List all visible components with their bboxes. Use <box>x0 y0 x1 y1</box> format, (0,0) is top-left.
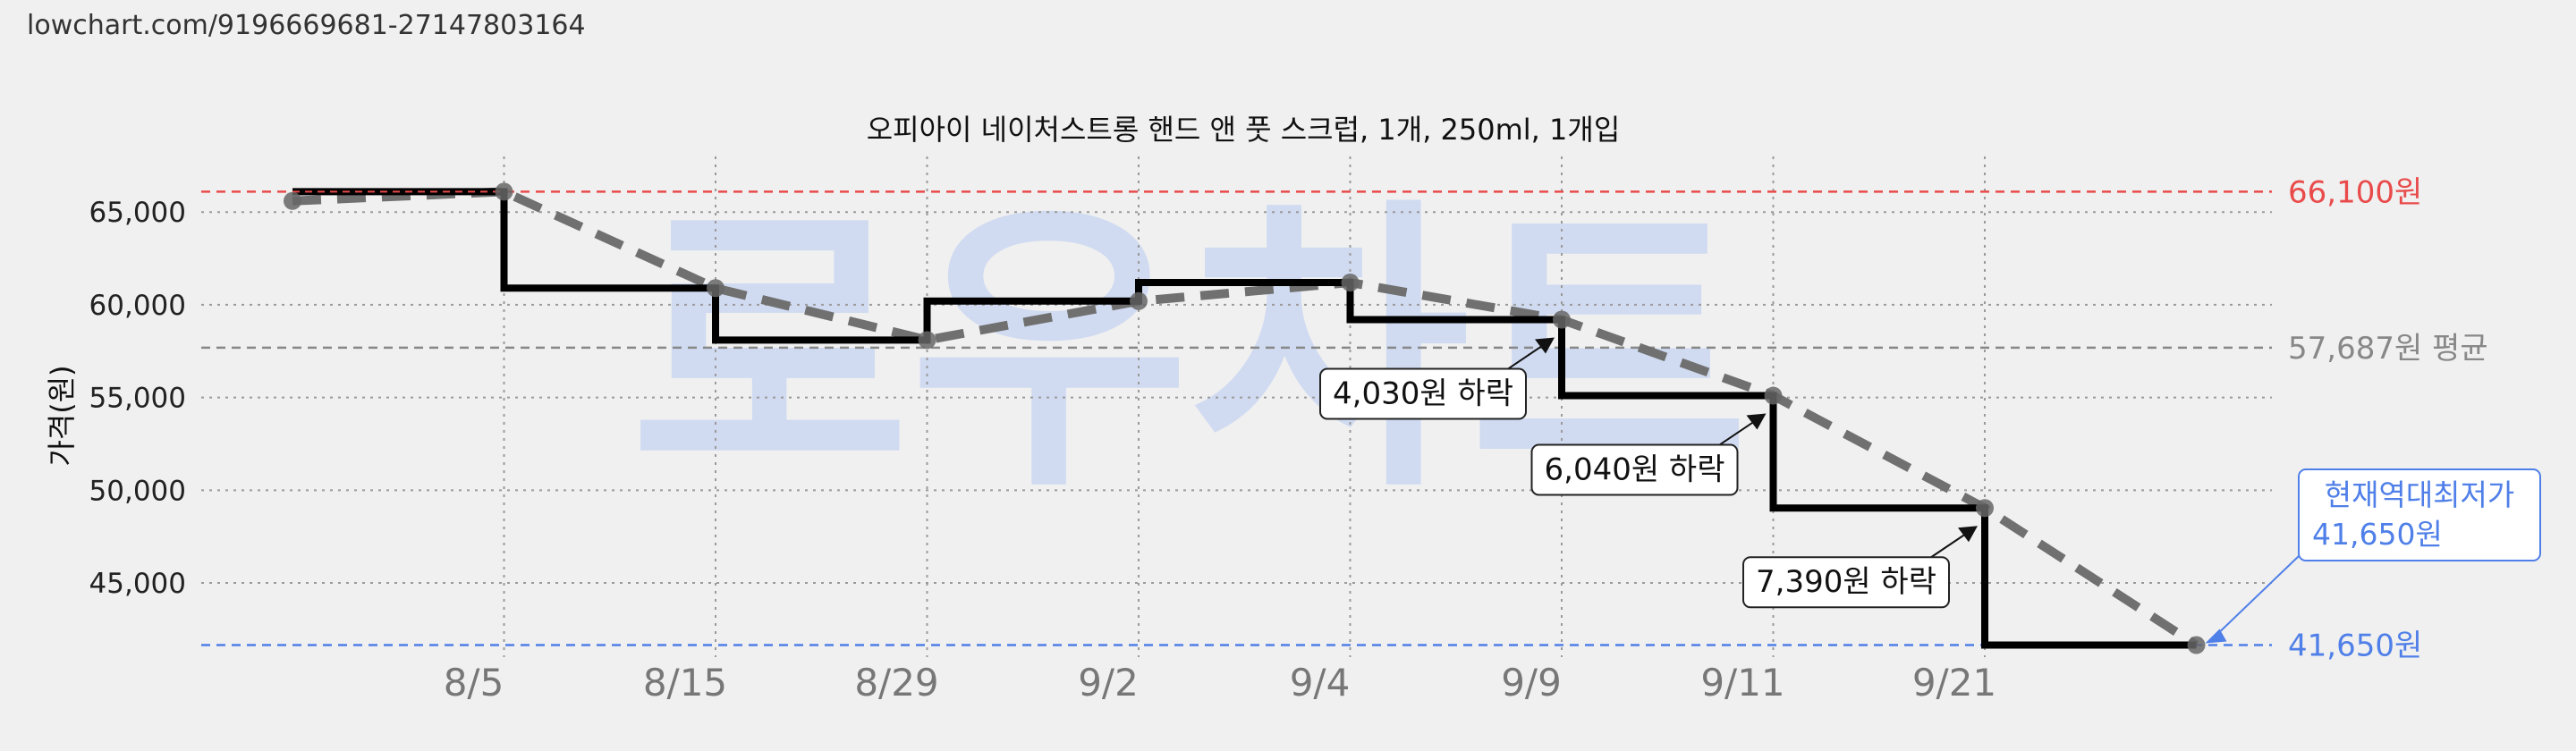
trend-line <box>292 187 2199 649</box>
series <box>284 182 2206 654</box>
reference-lines: 66,100원 57,687원 평균 41,650원 <box>201 174 2488 664</box>
callout-title: 현재역대최저가 <box>2325 477 2515 512</box>
y-axis-label: 가격(원) <box>45 365 79 466</box>
x-tick-label: 8/15 <box>643 661 727 705</box>
x-tick-label: 9/4 <box>1290 661 1351 705</box>
average-price-label: 57,687원 평균 <box>2288 331 2488 367</box>
annotation-text: 4,030원 하락 <box>1333 376 1513 412</box>
annotation-box <box>1742 556 1950 609</box>
annotation-arrowhead <box>1535 337 1555 354</box>
annotations: 4,030원 하락 6,040원 하락 7,390원 하락 <box>1319 337 1978 609</box>
callout-arrowhead <box>2205 629 2227 644</box>
callout-arrow-line <box>2209 555 2300 642</box>
price-step-line <box>292 188 2197 649</box>
y-tick-label: 60,000 <box>89 290 186 322</box>
chart-title: 오피아이 네이처스트롱 핸드 앤 풋 스크럽, 1개, 250ml, 1개입 <box>867 113 1621 147</box>
x-tick-label: 9/2 <box>1078 661 1139 705</box>
url-text: lowchart.com/9196669681-27147803164 <box>27 10 586 41</box>
x-tick-label: 9/9 <box>1501 661 1562 705</box>
max-price-label: 66,100원 <box>2288 174 2422 210</box>
x-tick-label: 9/21 <box>1912 661 1996 705</box>
y-axis: 45,000 50,000 55,000 60,000 65,000 <box>89 197 186 600</box>
data-point <box>918 331 936 350</box>
data-point <box>1553 310 1571 329</box>
lowest-price-callout: 현재역대최저가 41,650원 <box>2205 468 2541 644</box>
data-point <box>707 279 724 298</box>
data-point <box>1976 499 1994 518</box>
x-axis: 8/5 8/15 8/29 9/2 9/4 9/9 9/11 9/21 <box>444 661 1996 705</box>
y-tick-label: 55,000 <box>89 383 186 415</box>
data-point <box>1130 291 1148 310</box>
annotation-arrowhead <box>1958 526 1978 543</box>
y-tick-label: 65,000 <box>89 197 186 229</box>
data-point <box>1341 274 1360 292</box>
x-tick-label: 8/29 <box>854 661 938 705</box>
y-tick-label: 45,000 <box>89 568 186 600</box>
data-point <box>284 191 301 210</box>
annotation-arrowhead <box>1746 413 1767 430</box>
x-tick-label: 9/11 <box>1700 661 1784 705</box>
annotation-text: 6,040원 하락 <box>1545 452 1725 488</box>
data-point <box>2187 636 2206 654</box>
min-price-label: 41,650원 <box>2288 629 2422 664</box>
annotation-text: 7,390원 하락 <box>1756 564 1936 600</box>
annotation-box <box>1319 367 1527 420</box>
y-tick-label: 50,000 <box>89 475 186 507</box>
data-point <box>1764 386 1783 405</box>
callout-box <box>2298 468 2541 561</box>
callout-price: 41,650원 <box>2312 517 2443 552</box>
x-tick-label: 8/5 <box>444 661 504 705</box>
annotation-box <box>1530 443 1739 496</box>
data-point <box>495 182 513 201</box>
